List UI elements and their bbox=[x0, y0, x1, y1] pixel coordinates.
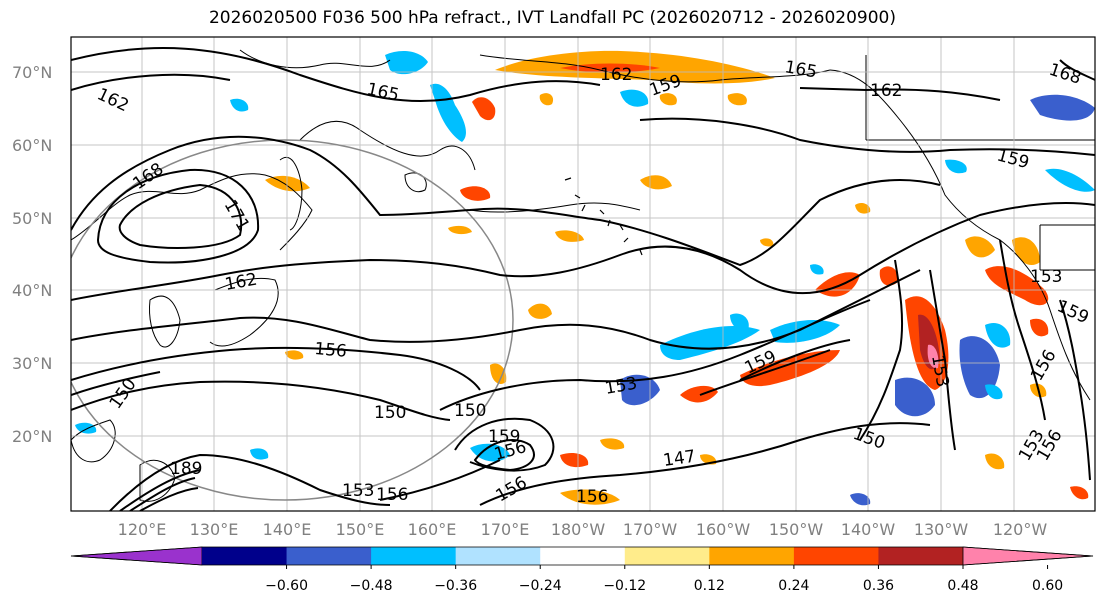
contour-label: 162 bbox=[870, 81, 902, 101]
colorbar-tick-label: −0.60 bbox=[265, 578, 308, 594]
colorbar-tick-label: 0.48 bbox=[947, 578, 978, 594]
contour-label: 162 bbox=[600, 65, 632, 85]
colorbar-ticks bbox=[286, 565, 1049, 569]
chart-title: 2026020500 F036 500 hPa refract., IVT La… bbox=[208, 8, 896, 28]
contour-label: 147 bbox=[662, 447, 697, 471]
contour-label: 150 bbox=[374, 403, 406, 423]
lon-label: 120°E bbox=[118, 520, 167, 539]
colorbar-swatch bbox=[624, 547, 710, 565]
lon-label: 160°E bbox=[408, 520, 457, 539]
longitude-axis: 120°E 130°E 140°E 150°E 160°E 170°E 180°… bbox=[118, 520, 1048, 539]
lat-label: 70°N bbox=[12, 63, 52, 82]
contour-fragments bbox=[564, 177, 643, 256]
coastlines bbox=[71, 49, 1095, 502]
colorbar-tick-label: 0.24 bbox=[778, 578, 809, 594]
colorbar-tick-label: −0.24 bbox=[519, 578, 562, 594]
lon-label: 180°W bbox=[551, 520, 606, 539]
contour-label: 153 bbox=[342, 481, 374, 501]
lon-label: 150°E bbox=[336, 520, 385, 539]
contour-label: 156 bbox=[576, 487, 608, 507]
colorbar-swatch bbox=[286, 547, 372, 565]
lon-label: 170°E bbox=[481, 520, 530, 539]
lat-label: 50°N bbox=[12, 209, 52, 228]
shaded-anomaly-layer bbox=[75, 50, 1095, 506]
colorbar-swatch bbox=[70, 546, 203, 566]
lon-label: 140°E bbox=[263, 520, 312, 539]
lon-label: 140°W bbox=[841, 520, 896, 539]
lon-label: 130°W bbox=[914, 520, 969, 539]
colorbar-outline bbox=[70, 546, 1094, 566]
colorbar-tick-label: −0.48 bbox=[350, 578, 393, 594]
colorbar-swatch bbox=[202, 547, 288, 565]
lat-label: 60°N bbox=[12, 136, 52, 155]
contour-label: 150 bbox=[454, 401, 486, 421]
lat-label: 20°N bbox=[12, 427, 52, 446]
colorbar-swatch bbox=[455, 547, 541, 565]
lat-label: 40°N bbox=[12, 281, 52, 300]
lon-label: 130°E bbox=[190, 520, 239, 539]
map-frame bbox=[70, 36, 1096, 512]
lon-label: 160°W bbox=[696, 520, 751, 539]
contour-label: 156 bbox=[376, 485, 408, 505]
colorbar-swatch bbox=[709, 547, 795, 565]
lon-label: 170°W bbox=[623, 520, 678, 539]
latitude-axis: 70°N 60°N 50°N 40°N 30°N 20°N bbox=[12, 63, 52, 446]
map-background bbox=[71, 37, 1095, 511]
colorbar-tick-label: 0.36 bbox=[863, 578, 894, 594]
colorbar-tick-label: −0.36 bbox=[434, 578, 477, 594]
lat-label: 30°N bbox=[12, 354, 52, 373]
contour-label: 156 bbox=[314, 339, 348, 362]
colorbar-labels: −0.60 −0.48 −0.36 −0.24 −0.12 0.12 0.24 … bbox=[265, 578, 1063, 594]
colorbar: −0.60 −0.48 −0.36 −0.24 −0.12 0.12 0.24 … bbox=[70, 546, 1094, 594]
contour-label: 159 bbox=[488, 427, 520, 447]
lon-label: 120°W bbox=[993, 520, 1048, 539]
colorbar-swatch bbox=[540, 547, 626, 565]
colorbar-swatch bbox=[371, 547, 457, 565]
colorbar-swatches bbox=[70, 546, 1094, 566]
range-circle bbox=[71, 139, 514, 501]
contour-label: 189 bbox=[170, 459, 202, 479]
colorbar-tick-label: −0.12 bbox=[603, 578, 646, 594]
colorbar-swatch bbox=[793, 547, 879, 565]
colorbar-tick-label: 0.60 bbox=[1032, 578, 1063, 594]
contour-label: 153 bbox=[1030, 267, 1062, 287]
height-contours bbox=[71, 47, 1095, 511]
colorbar-tick-label: 0.12 bbox=[694, 578, 725, 594]
lon-label: 150°W bbox=[769, 520, 824, 539]
colorbar-swatch bbox=[962, 546, 1094, 566]
colorbar-swatch bbox=[878, 547, 964, 565]
